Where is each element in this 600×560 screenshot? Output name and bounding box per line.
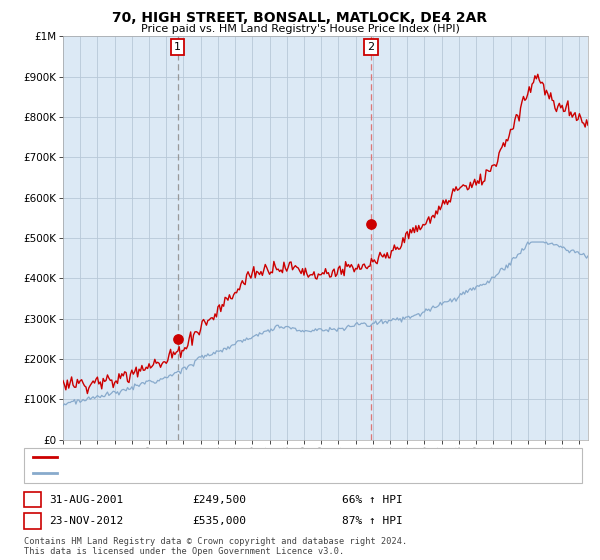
Text: 70, HIGH STREET, BONSALL, MATLOCK, DE4 2AR (detached house): 70, HIGH STREET, BONSALL, MATLOCK, DE4 2… [60, 452, 429, 463]
Text: 2: 2 [368, 42, 374, 52]
Text: 66% ↑ HPI: 66% ↑ HPI [342, 494, 403, 505]
Text: 87% ↑ HPI: 87% ↑ HPI [342, 516, 403, 526]
Text: Contains HM Land Registry data © Crown copyright and database right 2024.: Contains HM Land Registry data © Crown c… [24, 537, 407, 546]
Text: 70, HIGH STREET, BONSALL, MATLOCK, DE4 2AR: 70, HIGH STREET, BONSALL, MATLOCK, DE4 2… [112, 11, 488, 25]
Text: £535,000: £535,000 [192, 516, 246, 526]
Text: Price paid vs. HM Land Registry's House Price Index (HPI): Price paid vs. HM Land Registry's House … [140, 24, 460, 34]
Text: 23-NOV-2012: 23-NOV-2012 [49, 516, 124, 526]
Text: This data is licensed under the Open Government Licence v3.0.: This data is licensed under the Open Gov… [24, 547, 344, 556]
Text: 31-AUG-2001: 31-AUG-2001 [49, 494, 124, 505]
Text: 1: 1 [174, 42, 181, 52]
Point [173, 334, 182, 343]
Text: 1: 1 [29, 494, 36, 505]
Text: 2: 2 [29, 516, 36, 526]
Text: £249,500: £249,500 [192, 494, 246, 505]
Point [367, 220, 376, 228]
Text: HPI: Average price, detached house, Derbyshire Dales: HPI: Average price, detached house, Derb… [60, 468, 385, 478]
